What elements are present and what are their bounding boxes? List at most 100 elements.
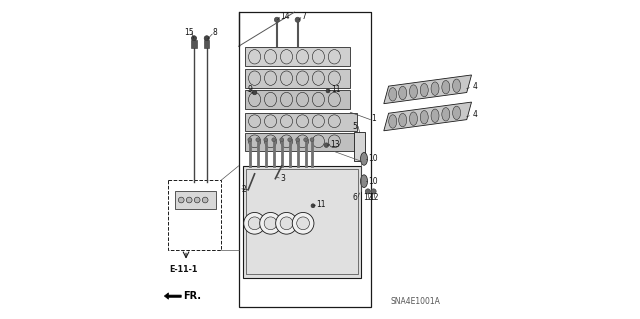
Circle shape [272,138,276,142]
Ellipse shape [312,135,324,148]
Circle shape [179,197,184,203]
Text: 9: 9 [248,85,252,94]
Circle shape [195,197,200,203]
Text: 5: 5 [352,122,357,130]
Ellipse shape [248,115,260,128]
Text: 4: 4 [472,82,477,91]
Polygon shape [384,102,472,131]
Bar [168,180,221,250]
Bar [245,90,350,109]
Text: 1: 1 [371,114,376,123]
Ellipse shape [388,115,397,128]
Ellipse shape [264,49,276,64]
Polygon shape [164,293,181,299]
Ellipse shape [280,135,292,148]
Ellipse shape [296,92,308,107]
Ellipse shape [248,49,260,64]
Ellipse shape [328,135,340,148]
Text: 2: 2 [242,185,246,194]
Circle shape [311,204,315,208]
Ellipse shape [312,49,324,64]
Ellipse shape [280,71,292,85]
Circle shape [280,217,293,230]
Bar [355,132,365,161]
Circle shape [304,138,308,142]
Text: FR.: FR. [184,291,202,301]
Ellipse shape [312,92,324,107]
Circle shape [292,212,314,234]
Ellipse shape [296,135,308,148]
Ellipse shape [410,85,417,98]
Circle shape [310,138,314,142]
Text: 12: 12 [363,193,372,202]
Circle shape [264,138,268,142]
Text: E-11-1: E-11-1 [170,265,198,274]
Circle shape [297,217,310,230]
Ellipse shape [280,92,292,107]
Circle shape [324,143,328,147]
Circle shape [326,89,330,93]
Circle shape [248,138,252,142]
Text: 7: 7 [301,12,307,21]
Ellipse shape [248,92,260,107]
Ellipse shape [328,71,340,85]
Text: SNA4E1001A: SNA4E1001A [390,297,440,306]
Text: 15: 15 [184,28,194,37]
Text: 10: 10 [368,154,378,163]
Ellipse shape [248,135,260,148]
Bar [245,69,350,88]
Ellipse shape [296,115,308,128]
Ellipse shape [312,115,324,128]
Text: 6: 6 [352,193,357,202]
Ellipse shape [420,83,428,97]
Ellipse shape [296,49,308,64]
Ellipse shape [264,92,276,107]
Bar [245,133,356,151]
Ellipse shape [280,115,292,128]
Circle shape [280,138,284,142]
Ellipse shape [452,79,461,93]
Ellipse shape [280,49,292,64]
Ellipse shape [328,115,340,128]
Text: 13: 13 [330,140,340,149]
Text: 4: 4 [472,110,477,119]
Bar [243,166,361,278]
Text: 8: 8 [212,28,217,37]
Ellipse shape [420,110,428,124]
Ellipse shape [399,114,406,127]
Text: 14: 14 [280,12,290,21]
Ellipse shape [388,88,397,101]
Text: 3: 3 [280,174,285,182]
Circle shape [202,197,208,203]
Circle shape [204,36,209,41]
Text: 11: 11 [331,85,340,94]
Circle shape [256,138,260,142]
Circle shape [276,212,298,234]
Circle shape [264,217,277,230]
Ellipse shape [360,175,367,188]
Ellipse shape [431,82,439,95]
Bar [204,40,209,48]
Ellipse shape [312,71,324,85]
Bar [175,191,216,209]
Circle shape [295,17,300,22]
Text: 11: 11 [316,200,326,209]
Ellipse shape [264,135,276,148]
Ellipse shape [360,152,367,165]
Text: 10: 10 [368,177,378,186]
Ellipse shape [328,92,340,107]
Ellipse shape [410,112,417,125]
Ellipse shape [442,108,450,121]
Ellipse shape [264,115,276,128]
Circle shape [252,90,257,95]
Circle shape [296,138,300,142]
Bar [191,40,196,48]
Circle shape [288,138,292,142]
Circle shape [191,36,196,41]
Polygon shape [384,75,472,104]
Ellipse shape [264,71,276,85]
Circle shape [365,189,371,194]
Ellipse shape [431,109,439,122]
Bar [239,12,371,307]
Circle shape [275,17,280,22]
